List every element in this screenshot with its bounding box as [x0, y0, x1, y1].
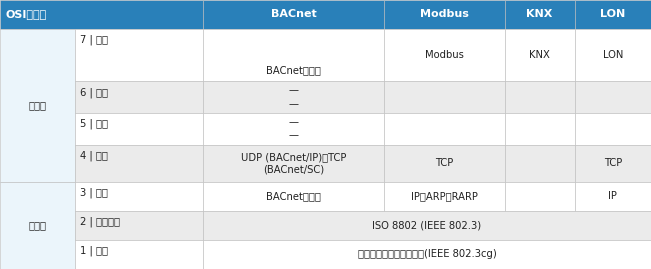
Text: 6 | 展示: 6 | 展示	[80, 87, 108, 98]
Bar	[203, 113, 384, 145]
Bar	[505, 113, 575, 145]
Bar	[75, 29, 203, 81]
Text: 4 | 传输: 4 | 传输	[80, 151, 108, 161]
Bar	[505, 145, 575, 182]
Bar	[203, 0, 384, 29]
Text: BACnet应用层: BACnet应用层	[266, 65, 321, 75]
Bar	[0, 0, 203, 29]
Text: 1 | 物理: 1 | 物理	[80, 246, 108, 256]
Text: KNX: KNX	[527, 9, 553, 19]
Text: 5 | 会话: 5 | 会话	[80, 119, 108, 129]
Text: UDP (BACnet/IP)、TCP
(BACnet/SC): UDP (BACnet/IP)、TCP (BACnet/SC)	[241, 152, 346, 175]
Bar	[75, 240, 203, 269]
Text: KNX: KNX	[529, 50, 550, 60]
Bar	[384, 145, 505, 182]
Text: 屏蔽或非屏蔽单条双给线(IEEE 802.3cg): 屏蔽或非屏蔽单条双给线(IEEE 802.3cg)	[357, 249, 497, 260]
Bar	[384, 0, 505, 29]
Bar	[203, 240, 651, 269]
Text: OSI模型层: OSI模型层	[5, 9, 46, 19]
Bar	[505, 81, 575, 113]
Text: 主机层: 主机层	[29, 100, 46, 110]
Bar	[505, 182, 575, 211]
Text: 2 | 数据链路: 2 | 数据链路	[80, 217, 120, 227]
Text: —
—: — —	[288, 117, 299, 140]
Bar	[203, 211, 651, 240]
Text: 7 | 应用: 7 | 应用	[80, 35, 108, 45]
Bar	[203, 182, 384, 211]
Bar	[203, 81, 384, 113]
Text: 介质层: 介质层	[29, 220, 46, 231]
Text: BACnet网络层: BACnet网络层	[266, 191, 321, 201]
Text: TCP: TCP	[603, 158, 622, 168]
Bar	[0, 29, 75, 182]
Text: LON: LON	[600, 9, 626, 19]
Bar	[575, 0, 651, 29]
Text: Modbus: Modbus	[425, 50, 464, 60]
Bar	[75, 113, 203, 145]
Bar	[384, 81, 505, 113]
Bar	[505, 0, 575, 29]
Text: TCP: TCP	[435, 158, 454, 168]
Text: LON: LON	[603, 50, 623, 60]
Text: ISO 8802 (IEEE 802.3): ISO 8802 (IEEE 802.3)	[372, 220, 482, 231]
Bar	[505, 29, 575, 81]
Bar	[75, 145, 203, 182]
Text: 3 | 网络: 3 | 网络	[80, 188, 108, 198]
Bar	[75, 211, 203, 240]
Bar	[0, 182, 75, 269]
Bar	[575, 113, 651, 145]
Bar	[575, 29, 651, 81]
Bar	[575, 182, 651, 211]
Bar	[384, 182, 505, 211]
Bar	[575, 145, 651, 182]
Bar	[384, 29, 505, 81]
Bar	[75, 182, 203, 211]
Text: BACnet: BACnet	[271, 9, 316, 19]
Text: IP、ARP、RARP: IP、ARP、RARP	[411, 191, 478, 201]
Text: —
—: — —	[288, 86, 299, 109]
Bar	[203, 145, 384, 182]
Bar	[575, 81, 651, 113]
Text: IP: IP	[609, 191, 617, 201]
Bar	[75, 81, 203, 113]
Bar	[203, 29, 384, 81]
Bar	[384, 113, 505, 145]
Text: Modbus: Modbus	[420, 9, 469, 19]
